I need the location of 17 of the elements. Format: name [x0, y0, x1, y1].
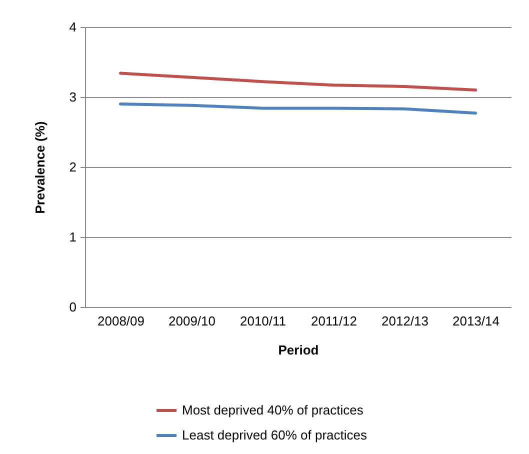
y-tick-label: 1 — [69, 230, 76, 244]
line-series — [119, 102, 477, 115]
y-tick-label: 4 — [69, 20, 76, 34]
x-tick-label: 2011/12 — [310, 314, 358, 328]
x-tick-label: 2008/09 — [98, 314, 144, 328]
y-axis-title: Prevalence (%) — [32, 121, 48, 214]
x-tick-label: 2013/14 — [452, 314, 500, 328]
x-tick-label: 2009/10 — [168, 314, 216, 328]
x-tick-label: 2010/11 — [240, 314, 286, 328]
y-tick-label: 0 — [69, 300, 76, 314]
y-tick-label: 2 — [69, 160, 76, 174]
line-series — [119, 72, 477, 92]
legend-label: Most deprived 40% of practices — [182, 402, 364, 418]
legend-label: Least deprived 60% of practices — [182, 428, 368, 442]
x-axis-title: Period — [278, 342, 319, 358]
x-tick-label: 2012/13 — [382, 314, 428, 328]
y-tick-label: 3 — [69, 90, 76, 104]
